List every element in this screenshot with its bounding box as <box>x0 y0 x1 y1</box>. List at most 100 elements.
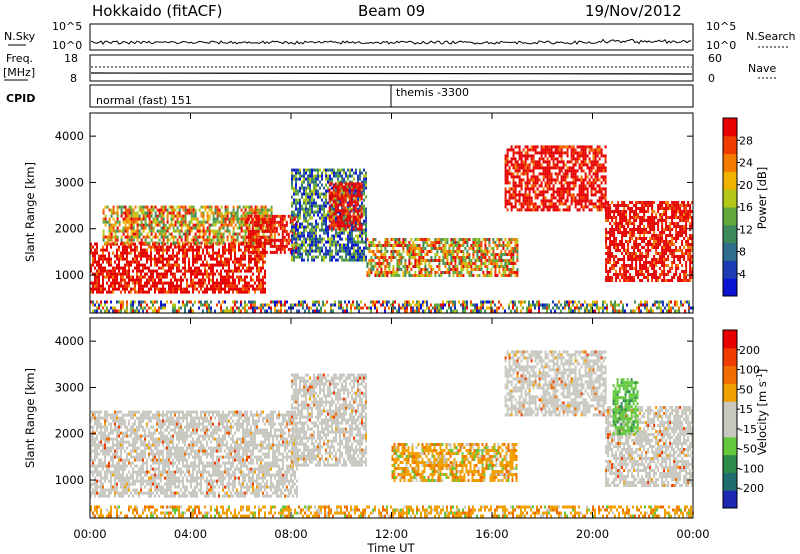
echo-cell <box>305 207 307 211</box>
echo-cell <box>635 213 638 216</box>
echo-cell <box>307 219 309 223</box>
echo-cell <box>633 219 636 222</box>
echo-cell <box>138 275 140 279</box>
echo-cell <box>578 196 581 200</box>
echo-cell <box>359 252 361 256</box>
echo-cell <box>348 200 351 204</box>
echo-cell <box>552 202 555 206</box>
echo-cell <box>332 218 335 222</box>
echo-cell <box>562 208 565 212</box>
echo-cell <box>148 220 151 224</box>
echo-cell <box>311 243 313 247</box>
echo-cell <box>208 245 210 249</box>
echo-cell <box>590 202 593 206</box>
echo-cell <box>180 217 183 221</box>
echo-cell <box>347 174 349 178</box>
echo-cell <box>190 269 192 273</box>
echo-cell <box>222 260 224 264</box>
echo-cell <box>633 225 636 228</box>
echo-cell <box>162 217 165 221</box>
echo-cell <box>154 254 156 258</box>
echo-cell <box>384 274 387 277</box>
echo-cell <box>404 241 407 244</box>
echo-cell <box>518 196 521 200</box>
echo-cell <box>118 263 120 267</box>
echo-cell <box>208 287 210 291</box>
echo-cell <box>498 241 501 244</box>
echo-cell <box>256 284 258 288</box>
echo-cell <box>504 190 507 194</box>
echo-cell <box>566 172 569 176</box>
echo-cell <box>180 238 183 242</box>
echo-cell <box>444 265 447 268</box>
echo-cell <box>301 192 303 196</box>
echo-cell <box>240 287 242 291</box>
echo-cell <box>134 205 137 209</box>
echo-cell <box>352 212 355 216</box>
echo-cell <box>370 244 373 247</box>
echo-cell <box>629 252 632 255</box>
echo-cell <box>194 272 196 276</box>
echo-cell <box>154 257 156 261</box>
echo-cell <box>236 214 239 218</box>
echo-cell <box>232 214 235 218</box>
echo-cell <box>122 266 124 270</box>
echo-cell <box>552 160 555 164</box>
echo-cell <box>605 231 608 234</box>
echo-cell <box>295 228 297 232</box>
echo-cell <box>556 163 559 167</box>
echo-cell <box>554 157 557 161</box>
echo-cell <box>222 287 224 291</box>
echo-cell <box>345 246 347 250</box>
echo-cell <box>418 238 421 241</box>
echo-cell <box>154 223 157 227</box>
echo-cell <box>590 181 593 185</box>
echo-cell <box>128 281 130 285</box>
echo-cell <box>238 269 240 273</box>
echo-cell <box>236 235 239 239</box>
echo-cell <box>460 268 463 271</box>
echo-cell <box>168 260 170 264</box>
echo-cell <box>130 290 132 294</box>
echo-cell <box>309 174 311 178</box>
echo-cell <box>534 196 537 200</box>
echo-cell <box>404 259 407 262</box>
echo-cell <box>228 220 231 224</box>
echo-cell <box>365 222 367 226</box>
echo-cell <box>359 258 361 262</box>
echo-cell <box>556 160 559 164</box>
echo-cell <box>546 145 549 149</box>
echo-cell <box>582 145 585 149</box>
echo-cell <box>196 241 199 245</box>
echo-cell <box>305 177 307 181</box>
echo-cell <box>514 205 517 209</box>
echo-cell <box>574 175 577 179</box>
echo-cell <box>619 225 622 228</box>
echo-cell <box>631 228 634 231</box>
echo-cell <box>558 187 561 191</box>
echo-cell <box>428 271 431 274</box>
echo-cell <box>271 217 274 221</box>
echo-cell <box>112 217 115 221</box>
echo-cell <box>556 166 559 170</box>
echo-cell <box>474 241 477 244</box>
echo-cell <box>430 247 433 250</box>
echo-cell <box>325 246 327 250</box>
echo-cell <box>130 211 133 215</box>
echo-cell <box>226 226 229 230</box>
echo-cell <box>166 290 168 294</box>
echo-cell <box>313 189 315 193</box>
echo-cell <box>176 245 178 249</box>
echo-cell <box>309 201 311 205</box>
echo-cell <box>188 260 190 264</box>
echo-cell <box>184 214 187 218</box>
echo-cell <box>116 226 119 230</box>
echo-cell <box>605 267 608 270</box>
echo-cell <box>210 238 213 242</box>
echo-cell <box>342 212 345 216</box>
echo-cell <box>273 238 276 242</box>
echo-cell <box>428 265 431 268</box>
echo-cell <box>418 247 421 250</box>
echo-cell <box>260 290 262 294</box>
echo-cell <box>285 232 288 236</box>
